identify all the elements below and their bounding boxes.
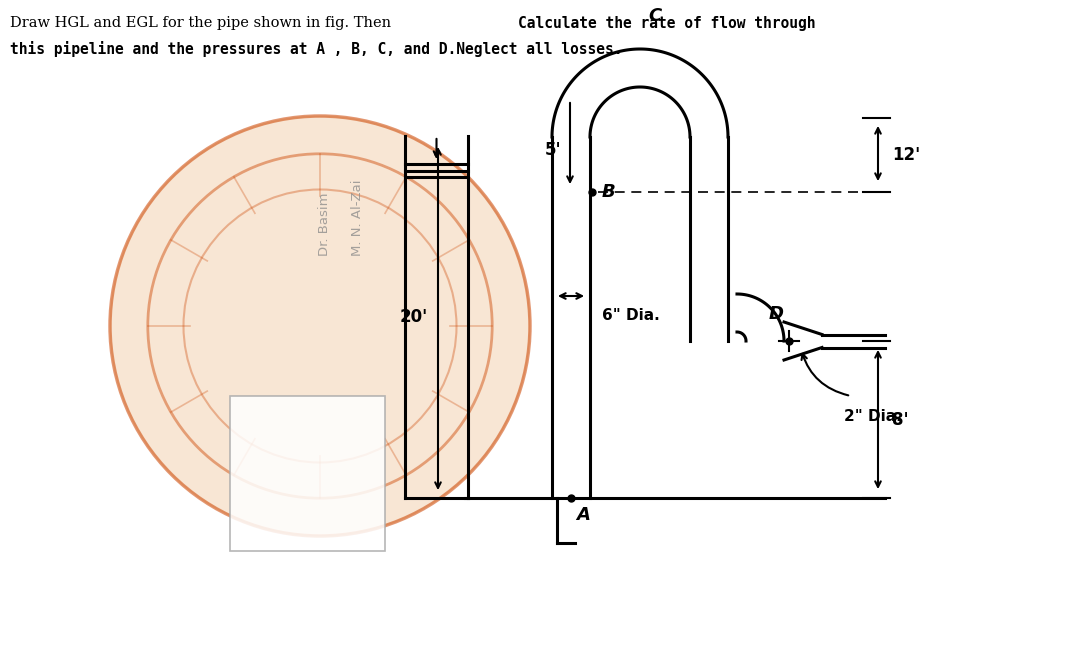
Text: 12': 12' bbox=[892, 146, 920, 164]
Text: 20': 20' bbox=[400, 308, 429, 326]
Text: C: C bbox=[648, 7, 662, 25]
Text: Draw HGL and EGL for the pipe shown in fig. Then: Draw HGL and EGL for the pipe shown in f… bbox=[10, 16, 395, 30]
Text: 5': 5' bbox=[545, 141, 562, 159]
Text: M. N. Al-Zai: M. N. Al-Zai bbox=[351, 180, 364, 256]
Text: this pipeline and the pressures at A , B, C, and D.Neglect all losses.: this pipeline and the pressures at A , B… bbox=[10, 41, 622, 57]
Text: Dr. Basim: Dr. Basim bbox=[319, 193, 332, 256]
Text: D: D bbox=[769, 305, 784, 323]
Text: 8': 8' bbox=[892, 410, 908, 428]
Text: Calculate the rate of flow through: Calculate the rate of flow through bbox=[518, 16, 815, 31]
Circle shape bbox=[110, 116, 530, 536]
FancyBboxPatch shape bbox=[230, 396, 384, 551]
Text: B: B bbox=[602, 183, 616, 201]
Text: A: A bbox=[576, 506, 590, 524]
Text: 2" Dia.: 2" Dia. bbox=[843, 409, 902, 424]
Text: 6" Dia.: 6" Dia. bbox=[602, 308, 660, 323]
